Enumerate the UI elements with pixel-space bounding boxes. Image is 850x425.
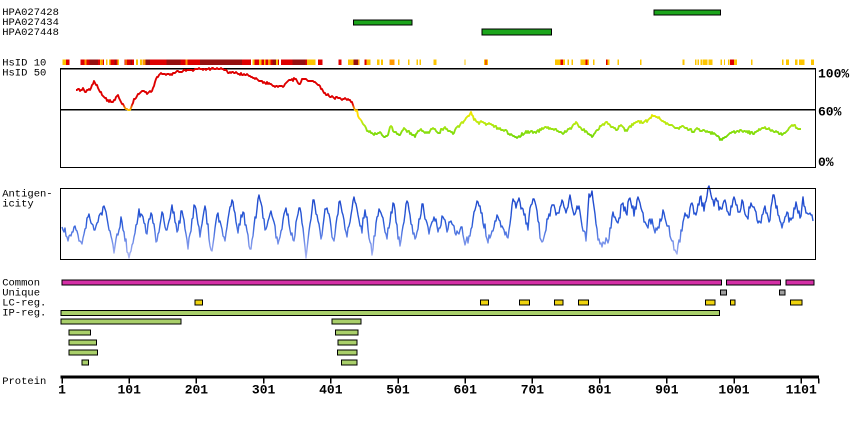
svg-text:501: 501 — [386, 383, 410, 398]
svg-text:Unique: Unique — [2, 288, 40, 300]
svg-text:1: 1 — [58, 383, 66, 398]
svg-text:601: 601 — [453, 383, 477, 398]
svg-text:IP-reg.: IP-reg. — [2, 308, 46, 320]
svg-text:HsID 10: HsID 10 — [2, 57, 46, 69]
svg-text:401: 401 — [319, 383, 343, 398]
svg-text:Protein: Protein — [2, 376, 46, 388]
svg-text:HsID 50: HsID 50 — [2, 67, 46, 79]
svg-text:201: 201 — [185, 383, 209, 398]
svg-text:1001: 1001 — [718, 383, 749, 398]
svg-text:101: 101 — [117, 383, 141, 398]
svg-text:901: 901 — [655, 383, 679, 398]
svg-text:Antigen-: Antigen- — [2, 189, 52, 201]
svg-text:701: 701 — [521, 383, 545, 398]
svg-text:HPA027428: HPA027428 — [2, 7, 59, 19]
svg-text:HPA027448: HPA027448 — [2, 27, 59, 39]
svg-text:HPA027434: HPA027434 — [2, 17, 59, 29]
svg-text:301: 301 — [252, 383, 276, 398]
svg-text:1101: 1101 — [786, 383, 817, 398]
svg-text:LC-reg.: LC-reg. — [2, 298, 46, 310]
svg-text:icity: icity — [2, 199, 34, 211]
svg-text:60%: 60% — [818, 105, 842, 120]
svg-text:0%: 0% — [818, 155, 834, 170]
svg-text:Common: Common — [2, 278, 40, 290]
svg-text:100%: 100% — [818, 67, 849, 82]
svg-text:801: 801 — [588, 383, 612, 398]
